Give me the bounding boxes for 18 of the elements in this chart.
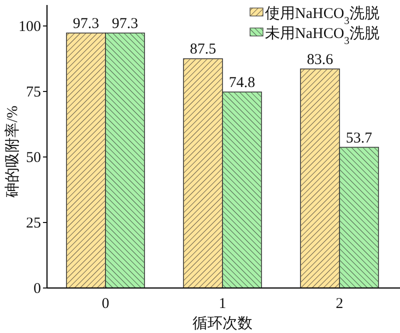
data-label: 74.8	[228, 74, 256, 91]
y-axis-title: 砷的吸附率/%	[4, 106, 21, 198]
y-tick-label: 75	[26, 84, 41, 100]
y-tick-label: 100	[18, 18, 41, 35]
y-tick-label: 25	[26, 215, 41, 232]
x-tick-label: 1	[218, 296, 226, 312]
x-tick-label: 0	[102, 296, 110, 312]
legend-label: 未用NaHCO$_{3}$洗脱	[265, 25, 380, 46]
data-label: 97.3	[72, 16, 100, 32]
legend-label: 使用NaHCO$_{3}$洗脱	[265, 5, 380, 26]
data-label: 97.3	[112, 16, 138, 32]
data-label: 53.7	[346, 130, 373, 146]
x-tick-label: 2	[336, 296, 344, 312]
data-label: 83.6	[306, 52, 334, 68]
y-tick-label: 50	[26, 150, 41, 166]
y-tick-label: 0	[34, 281, 41, 297]
data-label: 87.5	[190, 42, 216, 58]
x-axis-title: 循环次数	[192, 316, 252, 332]
